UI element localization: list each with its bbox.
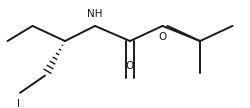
Text: I: I: [17, 99, 20, 108]
Text: O: O: [126, 61, 134, 71]
Text: O: O: [158, 32, 166, 42]
Text: NH: NH: [87, 9, 103, 19]
